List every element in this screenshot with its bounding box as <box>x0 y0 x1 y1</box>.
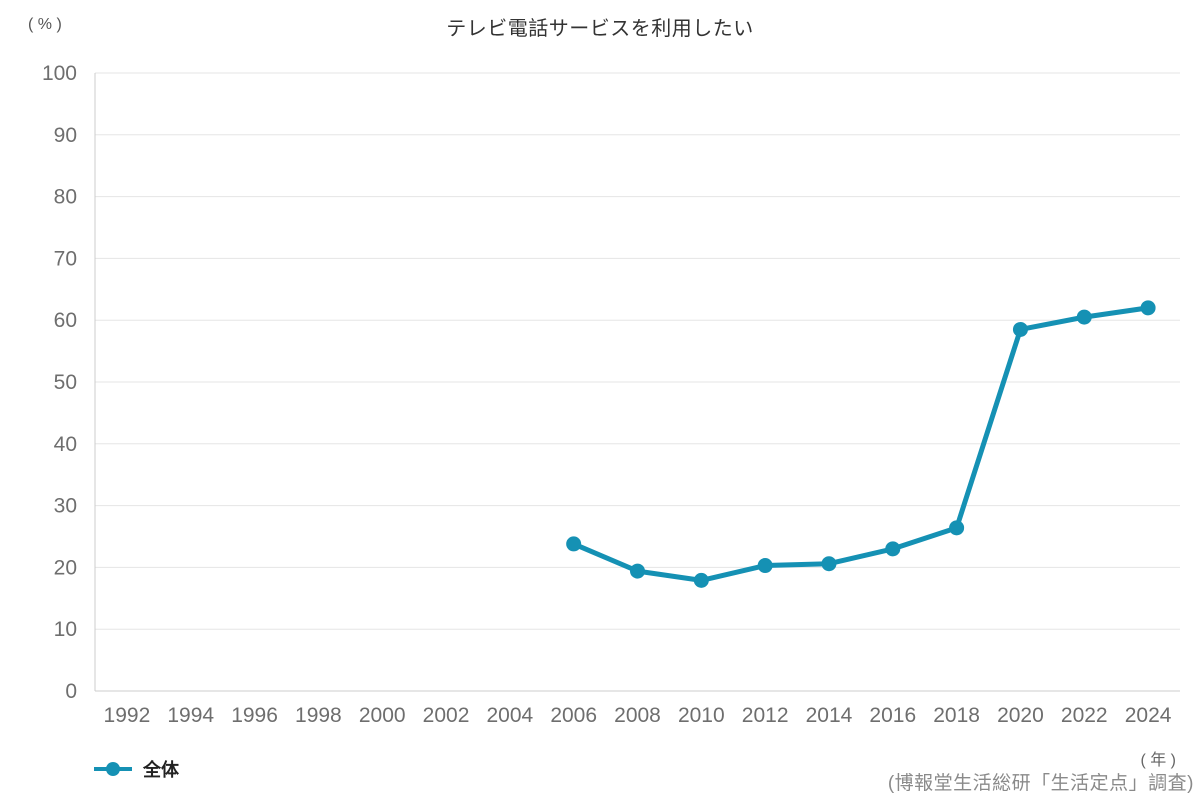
source-note: (博報堂生活総研「生活定点」調査) <box>887 773 1194 794</box>
y-tick-label: 40 <box>54 433 77 456</box>
x-tick-label: 2004 <box>486 704 533 727</box>
x-tick-label: 2014 <box>806 704 853 727</box>
x-tick-label: 2020 <box>997 704 1044 727</box>
y-tick-label: 70 <box>54 247 77 270</box>
x-tick-label: 1992 <box>104 704 151 727</box>
y-tick-label: 90 <box>54 124 77 147</box>
x-tick-label: 1994 <box>167 704 214 727</box>
x-tick-label: 2002 <box>423 704 470 727</box>
x-tick-label: 2008 <box>614 704 661 727</box>
x-tick-label: 1998 <box>295 704 342 727</box>
legend: 全体 <box>92 756 179 782</box>
y-tick-label: 100 <box>42 62 77 85</box>
data-point <box>693 572 709 588</box>
legend-series-marker-icon <box>94 762 132 776</box>
chart-title: テレビ電話サービスを利用したい <box>446 18 754 40</box>
y-tick-label: 0 <box>65 680 77 703</box>
x-tick-label: 2024 <box>1125 704 1172 727</box>
x-tick-label: 2000 <box>359 704 406 727</box>
data-point <box>885 541 901 557</box>
plot-area: 0 10 20 30 40 50 60 70 80 90 100 1992 1994 1996 1998 20… <box>42 62 1180 727</box>
x-tick-label: 2018 <box>933 704 980 727</box>
x-axis-unit: ( 年 ) <box>1140 752 1176 769</box>
x-tick-label: 2012 <box>742 704 789 727</box>
x-tick-label: 2022 <box>1061 704 1108 727</box>
data-point <box>949 520 965 536</box>
data-point <box>757 558 773 574</box>
y-tick-label: 10 <box>54 618 77 641</box>
data-point <box>630 563 645 579</box>
data-point <box>566 536 582 552</box>
y-tick-label: 60 <box>54 309 77 332</box>
legend-label: 全体 <box>143 760 179 780</box>
x-tick-label: 2006 <box>550 704 597 727</box>
data-point <box>1140 300 1156 316</box>
y-axis-unit: ( % ) <box>28 16 62 33</box>
y-tick-label: 20 <box>54 556 77 579</box>
series-line <box>571 305 1151 583</box>
data-point <box>1076 309 1092 325</box>
y-tick-label: 80 <box>54 186 77 209</box>
y-tick-label: 30 <box>54 495 77 518</box>
x-tick-label: 1996 <box>231 704 278 727</box>
x-tick-label: 2016 <box>869 704 916 727</box>
data-point <box>1012 321 1028 337</box>
data-point <box>821 556 837 572</box>
y-tick-label: 50 <box>54 371 77 394</box>
x-tick-label: 2010 <box>678 704 725 727</box>
